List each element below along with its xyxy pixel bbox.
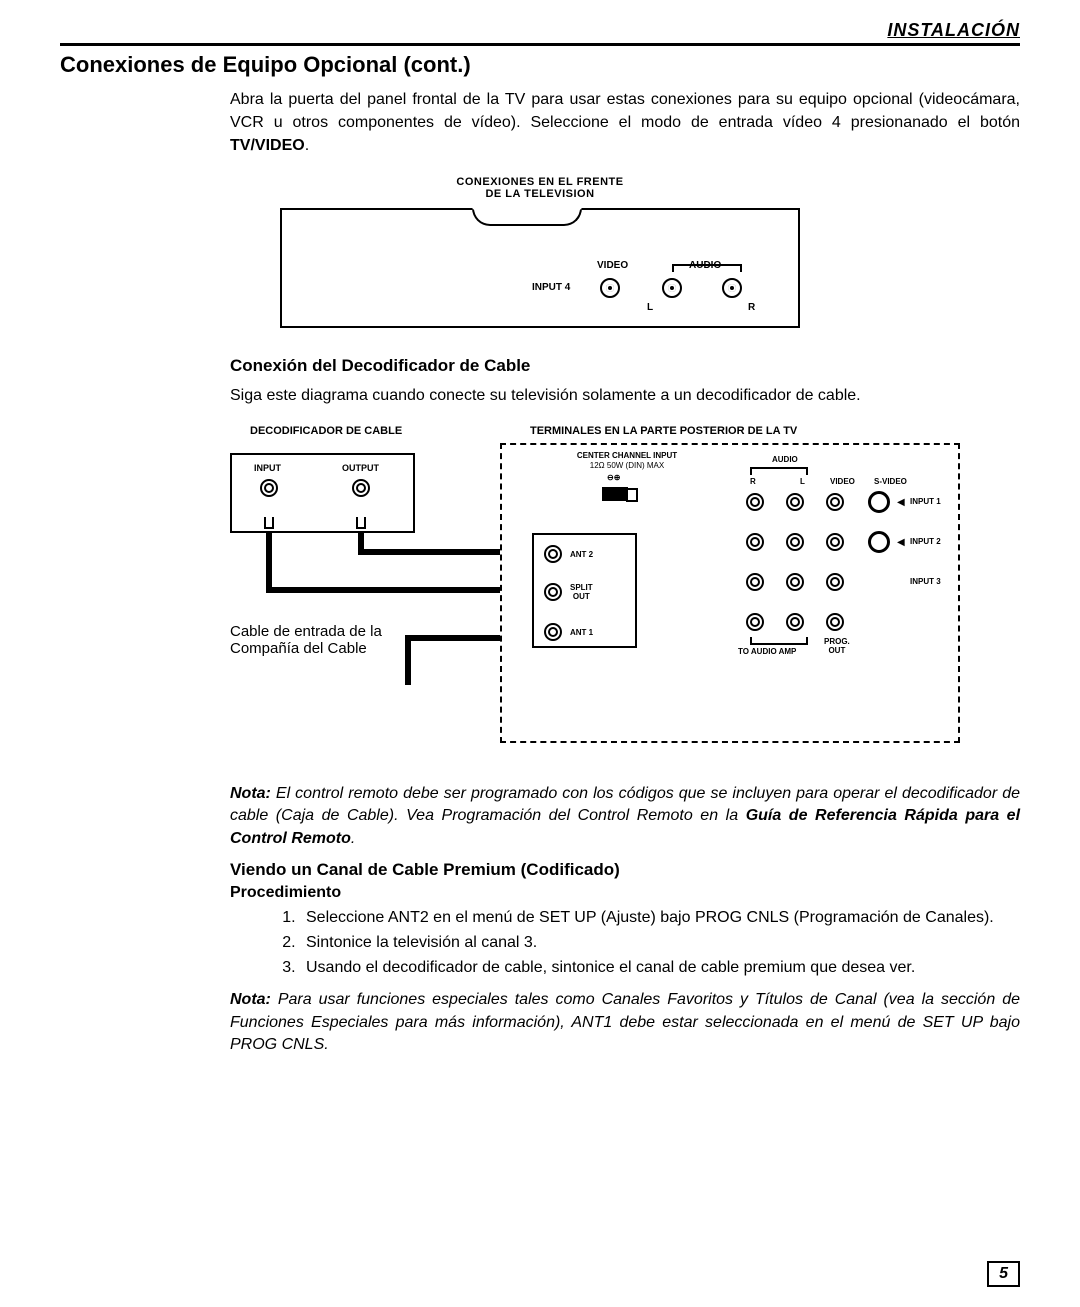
speaker-terminal-icon bbox=[602, 487, 628, 501]
front-caption-1: CONEXIONES EN EL FRENTE bbox=[280, 176, 800, 188]
cable-line bbox=[266, 587, 534, 593]
ant1-label: ANT 1 bbox=[570, 628, 593, 637]
grid-jack-icon bbox=[826, 493, 844, 511]
prog-out-label: PROG. OUT bbox=[824, 637, 850, 655]
grid-jack-icon bbox=[786, 613, 804, 631]
proc-step: Seleccione ANT2 en el menú de SET UP (Aj… bbox=[300, 906, 1010, 929]
tv-back-panel: CENTER CHANNEL INPUT 12Ω 50W (DIN) MAX ⊖… bbox=[500, 443, 960, 743]
antenna-box: ANT 2 SPLIT OUT ANT 1 bbox=[532, 533, 637, 648]
panel-notch bbox=[472, 208, 582, 226]
video-hdr: VIDEO bbox=[830, 477, 855, 486]
plusminus-label: ⊖⊕ bbox=[607, 473, 620, 482]
r-hdr: R bbox=[750, 477, 756, 486]
connection-diagram: INPUT OUTPUT Cable de entrada de la Comp… bbox=[230, 443, 970, 763]
note1-lead: Nota: bbox=[230, 785, 271, 802]
procedure-heading: Procedimiento bbox=[230, 884, 1020, 902]
splitout-jack-icon bbox=[544, 583, 562, 601]
video-jack-icon bbox=[600, 278, 620, 298]
decoder-text: Siga este diagrama cuando conecte su tel… bbox=[230, 384, 1020, 407]
decoder-in-stub-icon bbox=[264, 517, 274, 529]
decoder-box: INPUT OUTPUT bbox=[230, 453, 415, 533]
l-hdr: L bbox=[800, 477, 805, 486]
splitout-label: SPLIT OUT bbox=[570, 583, 593, 601]
intro-text-b: . bbox=[305, 137, 309, 154]
video-label: VIDEO bbox=[597, 260, 628, 271]
audio-bracket-icon bbox=[672, 264, 742, 272]
note1-body-b: . bbox=[351, 830, 355, 847]
intro-bold: TV/VIDEO bbox=[230, 137, 305, 154]
decoder-box-label: DECODIFICADOR DE CABLE bbox=[230, 425, 530, 437]
front-panel-figure: CONEXIONES EN EL FRENTE DE LA TELEVISION… bbox=[280, 176, 800, 328]
r-label: R bbox=[748, 302, 755, 313]
grid-jack-icon bbox=[786, 533, 804, 551]
input2-label: INPUT 2 bbox=[910, 537, 941, 546]
intro-paragraph: Abra la puerta del panel frontal de la T… bbox=[230, 88, 1020, 158]
grid-jack-icon bbox=[746, 613, 764, 631]
grid-jack-icon bbox=[786, 573, 804, 591]
center-channel-label: CENTER CHANNEL INPUT bbox=[557, 451, 697, 460]
procedure-list: Seleccione ANT2 en el menú de SET UP (Aj… bbox=[300, 906, 1020, 980]
l-label: L bbox=[647, 302, 653, 313]
decoder-heading: Conexión del Decodificador de Cable bbox=[230, 356, 1020, 376]
ant1-jack-icon bbox=[544, 623, 562, 641]
cable-line bbox=[266, 533, 272, 593]
decoder-input-jack-icon bbox=[260, 479, 278, 497]
grid-jack-icon bbox=[746, 573, 764, 591]
page-number: 5 bbox=[987, 1261, 1020, 1287]
cable-in-label: Cable de entrada de la Compañía del Cabl… bbox=[230, 623, 430, 657]
input1-label: INPUT 1 bbox=[910, 497, 941, 506]
arrow-icon: ◀ bbox=[897, 497, 905, 508]
section-header: INSTALACIÓN bbox=[60, 20, 1020, 46]
ant2-label: ANT 2 bbox=[570, 550, 593, 559]
center-sub-label: 12Ω 50W (DIN) MAX bbox=[562, 461, 692, 470]
page-title: Conexiones de Equipo Opcional (cont.) bbox=[60, 52, 1020, 78]
premium-heading: Viendo un Canal de Cable Premium (Codifi… bbox=[230, 860, 1020, 880]
proc-step: Usando el decodificador de cable, sinton… bbox=[300, 956, 1010, 979]
note2-lead: Nota: bbox=[230, 991, 271, 1008]
audio-hdr-label: AUDIO bbox=[772, 455, 798, 464]
grid-jack-icon bbox=[826, 613, 844, 631]
input4-label: INPUT 4 bbox=[532, 282, 570, 293]
input3-label: INPUT 3 bbox=[910, 577, 941, 586]
audio-r-jack-icon bbox=[722, 278, 742, 298]
ant2-jack-icon bbox=[544, 545, 562, 563]
front-caption-2: DE LA TELEVISION bbox=[280, 188, 800, 200]
front-panel-box: INPUT 4 VIDEO AUDIO L R bbox=[280, 208, 800, 328]
svideo-hdr: S-VIDEO bbox=[874, 477, 907, 486]
decoder-output-jack-icon bbox=[352, 479, 370, 497]
audio-bracket-icon bbox=[750, 467, 808, 475]
note2-body: Para usar funciones especiales tales com… bbox=[230, 991, 1020, 1053]
audio-out-bracket-icon bbox=[750, 637, 808, 645]
diagram-labels: DECODIFICADOR DE CABLE TERMINALES EN LA … bbox=[230, 425, 1020, 437]
note-2: Nota: Para usar funciones especiales tal… bbox=[230, 989, 1020, 1056]
grid-jack-icon bbox=[826, 573, 844, 591]
grid-jack-icon bbox=[786, 493, 804, 511]
svideo-jack-icon bbox=[868, 531, 890, 553]
decoder-input-label: INPUT bbox=[254, 463, 281, 473]
intro-text-a: Abra la puerta del panel frontal de la T… bbox=[230, 91, 1020, 131]
grid-jack-icon bbox=[826, 533, 844, 551]
decoder-output-label: OUTPUT bbox=[342, 463, 379, 473]
grid-jack-icon bbox=[746, 493, 764, 511]
note-1: Nota: El control remoto debe ser program… bbox=[230, 783, 1020, 850]
svideo-jack-icon bbox=[868, 491, 890, 513]
decoder-out-stub-icon bbox=[356, 517, 366, 529]
proc-step: Sintonice la televisión al canal 3. bbox=[300, 931, 1010, 954]
audio-l-jack-icon bbox=[662, 278, 682, 298]
arrow-icon: ◀ bbox=[897, 537, 905, 548]
tvback-label: TERMINALES EN LA PARTE POSTERIOR DE LA T… bbox=[530, 425, 1020, 437]
grid-jack-icon bbox=[746, 533, 764, 551]
to-audio-amp-label: TO AUDIO AMP bbox=[738, 647, 796, 656]
